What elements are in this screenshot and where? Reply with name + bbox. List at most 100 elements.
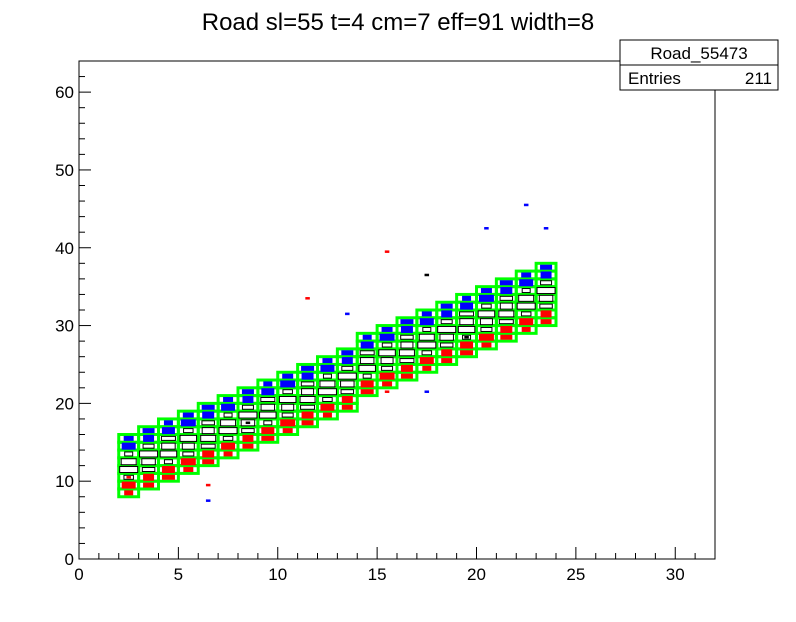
chart-title: Road sl=55 t=4 cm=7 eff=91 width=8 xyxy=(202,9,595,36)
hit-mark xyxy=(419,357,434,365)
hit-mark xyxy=(521,272,532,278)
y-tick-label: 20 xyxy=(55,394,74,413)
hit-mark xyxy=(124,490,134,496)
hit-mark xyxy=(242,443,254,449)
hit-mark xyxy=(359,357,375,365)
hit-mark xyxy=(398,349,415,357)
hit-mark xyxy=(282,389,293,395)
hit-mark xyxy=(322,358,333,364)
stray-hit-mark xyxy=(305,297,310,300)
hit-mark xyxy=(301,388,315,396)
hit-mark xyxy=(142,443,155,449)
hit-mark xyxy=(380,357,394,365)
road-outline-cells xyxy=(117,261,558,499)
hit-mark xyxy=(201,404,215,410)
hit-mark xyxy=(519,279,534,287)
hit-mark xyxy=(141,458,156,466)
hit-mark xyxy=(322,412,332,418)
hit-mark xyxy=(260,403,276,411)
hit-mark xyxy=(477,310,496,318)
x-tick-label: 30 xyxy=(666,565,685,584)
hit-mark xyxy=(119,466,139,474)
hit-mark xyxy=(516,302,536,310)
hit-mark xyxy=(540,271,552,279)
hit-mark xyxy=(121,481,136,489)
hit-mark xyxy=(441,358,453,364)
hit-mark xyxy=(379,372,395,380)
y-tick-label: 60 xyxy=(55,83,74,102)
hit-mark xyxy=(500,287,513,295)
hit-mark xyxy=(202,411,215,419)
hit-mark xyxy=(499,302,513,310)
hit-mark xyxy=(460,302,474,310)
hit-mark xyxy=(160,435,176,441)
hit-mark xyxy=(498,319,514,325)
hit-mark xyxy=(238,411,258,419)
hit-mark xyxy=(183,467,194,473)
x-tick-label: 25 xyxy=(566,565,585,584)
hit-mark xyxy=(300,404,316,410)
hit-mark xyxy=(479,318,493,326)
hit-mark xyxy=(360,389,374,395)
hit-mark xyxy=(362,373,372,379)
hit-mark xyxy=(400,325,413,333)
stats-entries-label: Entries xyxy=(628,69,681,88)
hit-mark xyxy=(223,396,234,402)
hit-mark xyxy=(320,364,335,372)
hit-mark xyxy=(521,288,531,294)
hit-mark xyxy=(341,395,353,403)
hit-mark xyxy=(180,458,196,466)
hit-mark xyxy=(300,381,315,387)
hit-mark xyxy=(480,288,492,294)
hit-mark xyxy=(261,435,275,441)
hit-mark xyxy=(358,364,376,372)
hit-mark xyxy=(180,419,196,427)
hit-mark xyxy=(121,442,136,450)
stray-hit-mark xyxy=(245,421,251,425)
hit-mark xyxy=(200,434,217,442)
hit-mark xyxy=(422,326,432,332)
hit-mark xyxy=(378,349,396,357)
y-tick-label: 40 xyxy=(55,239,74,258)
hit-mark xyxy=(381,365,394,371)
hit-mark xyxy=(241,389,254,395)
hit-mark xyxy=(379,333,395,341)
hit-mark xyxy=(281,412,294,418)
hit-mark xyxy=(181,442,195,450)
hit-mark xyxy=(400,341,414,349)
hit-mark xyxy=(220,419,237,427)
stray-hit-mark xyxy=(384,390,390,393)
hit-mark xyxy=(163,420,173,426)
x-tick-label: 5 xyxy=(174,565,183,584)
hit-mark xyxy=(540,310,552,318)
hit-mark xyxy=(457,325,476,333)
hit-mark xyxy=(241,428,255,434)
hit-mark xyxy=(478,294,494,302)
hit-mark xyxy=(221,442,236,450)
hit-mark xyxy=(161,442,176,450)
hit-mark xyxy=(478,333,494,341)
hit-mark xyxy=(201,427,215,435)
hit-mark xyxy=(161,474,175,480)
hit-mark xyxy=(480,326,493,332)
hit-mark xyxy=(500,325,513,333)
stray-hit-mark xyxy=(424,273,430,277)
y-tick-label: 0 xyxy=(65,550,74,569)
hit-mark xyxy=(322,373,332,379)
stats-histogram-name: Road_55473 xyxy=(650,44,747,63)
hit-mark xyxy=(500,334,513,340)
hit-mark xyxy=(520,311,532,317)
hit-mark xyxy=(400,319,414,325)
hit-mark xyxy=(143,434,155,442)
hit-mark xyxy=(341,350,354,356)
hit-mark xyxy=(282,373,294,379)
hit-mark xyxy=(382,381,393,387)
hit-mark xyxy=(518,294,535,302)
hit-mark xyxy=(260,396,276,402)
stray-hit-mark xyxy=(384,250,390,253)
hit-mark xyxy=(242,434,254,442)
hit-mark xyxy=(481,303,492,309)
hit-mark xyxy=(441,310,453,318)
hit-mark xyxy=(124,451,134,457)
hit-mark xyxy=(359,350,375,356)
